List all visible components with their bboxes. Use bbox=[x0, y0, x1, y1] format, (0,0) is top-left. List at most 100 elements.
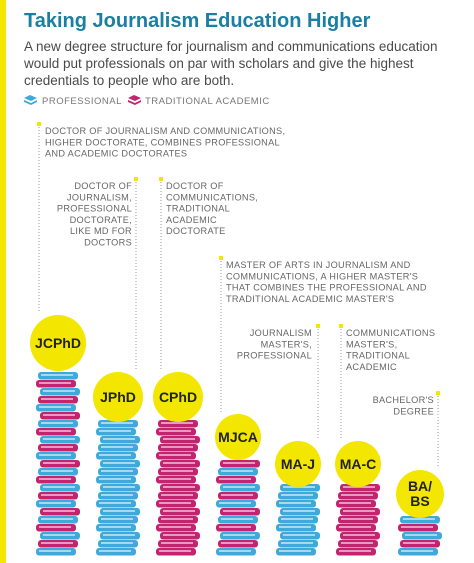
description: LIKE MD FOR bbox=[70, 226, 132, 236]
subtitle: A new degree structure for journalism an… bbox=[24, 39, 437, 54]
description: DOCTORATE bbox=[166, 226, 226, 236]
book-pages bbox=[401, 550, 433, 552]
book-pages bbox=[101, 446, 133, 448]
book-pages bbox=[161, 494, 193, 496]
book-pages bbox=[401, 526, 433, 528]
book-pages bbox=[41, 494, 73, 496]
accent-bar bbox=[0, 0, 6, 563]
book-pages bbox=[339, 526, 371, 528]
book-pages bbox=[159, 550, 191, 552]
book-pages bbox=[39, 406, 71, 408]
degree-abbr: CPhD bbox=[159, 389, 197, 405]
book-pages bbox=[103, 462, 135, 464]
book-pages bbox=[43, 390, 75, 392]
book-pages bbox=[43, 438, 75, 440]
book-pages bbox=[41, 542, 73, 544]
subtitle: would put professionals on par with scho… bbox=[23, 56, 414, 71]
book-pages bbox=[163, 510, 195, 512]
book-pages bbox=[223, 486, 255, 488]
book-pages bbox=[159, 454, 191, 456]
book-pages bbox=[99, 550, 131, 552]
description: ACADEMIC bbox=[166, 215, 217, 225]
book-pages bbox=[221, 494, 253, 496]
book-pages bbox=[103, 534, 135, 536]
book-pages bbox=[221, 470, 253, 472]
description: TRADITIONAL bbox=[346, 351, 410, 361]
book-pages bbox=[43, 462, 75, 464]
book-pages bbox=[159, 430, 191, 432]
description: MASTER'S, bbox=[261, 339, 312, 349]
description: AND ACADEMIC DOCTORATES bbox=[45, 149, 187, 159]
book-pages bbox=[161, 446, 193, 448]
book-pages bbox=[41, 422, 73, 424]
description: JOURNALISM, bbox=[67, 192, 132, 202]
book-pages bbox=[101, 518, 133, 520]
book-pages bbox=[39, 382, 71, 384]
description: MASTER'S, bbox=[346, 339, 397, 349]
degree-badge bbox=[30, 315, 86, 371]
book-pages bbox=[163, 462, 195, 464]
book-pages bbox=[341, 494, 373, 496]
description: THAT COMBINES THE PROFESSIONAL AND bbox=[226, 283, 427, 293]
book-pages bbox=[39, 478, 71, 480]
description: JOURNALISM bbox=[250, 328, 312, 338]
legend: PROFESSIONAL TRADITIONAL ACADEMIC bbox=[24, 95, 269, 107]
degree-abbr: BA/ bbox=[408, 478, 432, 494]
book-pages bbox=[341, 542, 373, 544]
book-pages bbox=[219, 526, 251, 528]
leader-dot bbox=[316, 324, 320, 328]
description: COMMUNICATIONS bbox=[346, 328, 435, 338]
leader-dot bbox=[159, 177, 163, 181]
book-pages bbox=[163, 438, 195, 440]
book-pages bbox=[281, 518, 313, 520]
book-pages bbox=[39, 526, 71, 528]
description: COMMUNICATIONS, A HIGHER MASTER'S bbox=[226, 271, 418, 281]
book-pages bbox=[99, 430, 131, 432]
degree-badge bbox=[215, 414, 261, 460]
book-pages bbox=[223, 534, 255, 536]
book-pages bbox=[223, 462, 255, 464]
book-pages bbox=[343, 510, 375, 512]
description: MASTER OF ARTS IN JOURNALISM AND bbox=[226, 260, 411, 270]
book-pages bbox=[219, 502, 251, 504]
book-pages bbox=[101, 542, 133, 544]
book-pages bbox=[279, 550, 311, 552]
book-pages bbox=[223, 510, 255, 512]
leader-dot bbox=[134, 177, 138, 181]
leader-dot bbox=[219, 256, 223, 260]
book-pages bbox=[161, 518, 193, 520]
degree-abbr: MA-C bbox=[340, 456, 377, 472]
book-pages bbox=[41, 446, 73, 448]
book-pages bbox=[341, 518, 373, 520]
book-pages bbox=[219, 478, 251, 480]
book-pages bbox=[41, 374, 73, 376]
book-pages bbox=[103, 438, 135, 440]
book-pages bbox=[43, 486, 75, 488]
book-pages bbox=[101, 470, 133, 472]
degree-badge bbox=[275, 441, 321, 487]
title: Taking Journalism Education Higher bbox=[24, 10, 371, 32]
degree-badge bbox=[153, 372, 203, 422]
degree-abbr: MJCA bbox=[218, 429, 258, 445]
degree-badge bbox=[396, 470, 444, 518]
book-pages bbox=[163, 534, 195, 536]
legend-icon bbox=[24, 95, 37, 105]
book-pages bbox=[283, 486, 315, 488]
book-pages bbox=[41, 470, 73, 472]
book-pages bbox=[403, 518, 435, 520]
degree-badge bbox=[335, 441, 381, 487]
description: PROFESSIONAL bbox=[57, 204, 132, 214]
degree-abbr: MA-J bbox=[281, 456, 315, 472]
book-pages bbox=[103, 510, 135, 512]
leader-dot bbox=[436, 391, 440, 395]
degree-abbr: JCPhD bbox=[35, 335, 81, 351]
description: DOCTOR OF bbox=[166, 181, 224, 191]
book-pages bbox=[339, 502, 371, 504]
book-pages bbox=[99, 478, 131, 480]
book-pages bbox=[339, 550, 371, 552]
book-pages bbox=[161, 470, 193, 472]
book-pages bbox=[41, 518, 73, 520]
description: COMMUNICATIONS, bbox=[166, 192, 258, 202]
book-pages bbox=[163, 486, 195, 488]
